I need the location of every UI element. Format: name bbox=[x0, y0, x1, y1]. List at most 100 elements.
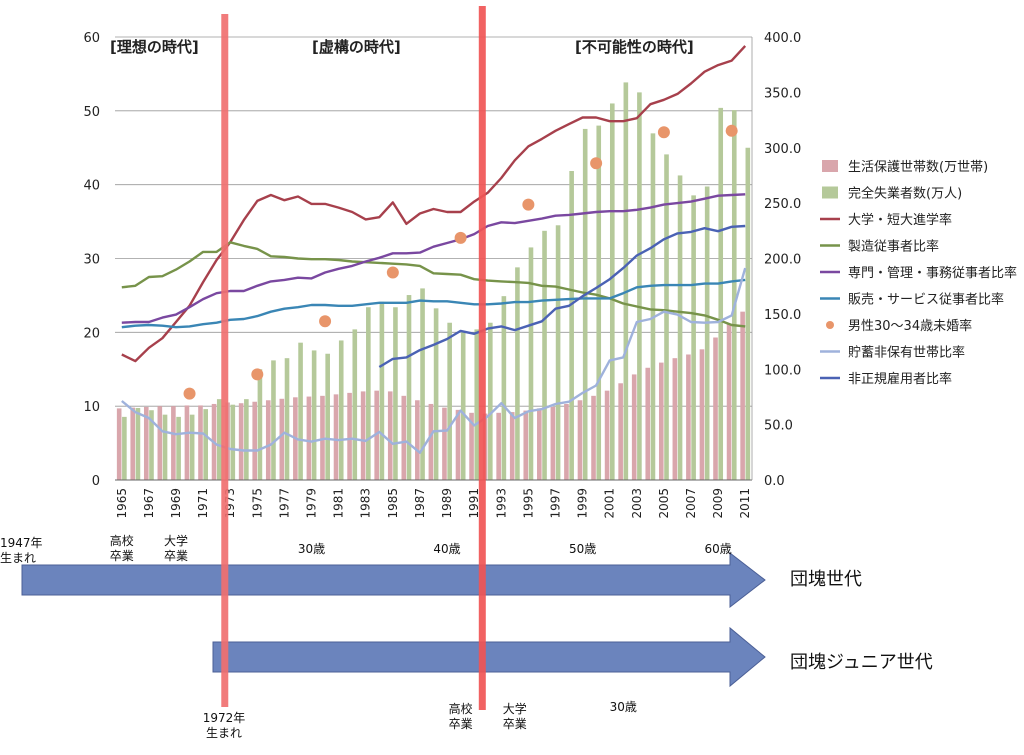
scatter-point bbox=[658, 126, 670, 138]
milestone-label-dankai: 高校 bbox=[110, 533, 134, 548]
x-tick-label: 1999 bbox=[576, 488, 590, 519]
scatter-point bbox=[455, 232, 467, 244]
milestone-label-junior: 卒業 bbox=[449, 717, 473, 731]
junior-arrow bbox=[213, 628, 765, 686]
y-left-tick-label: 40 bbox=[83, 179, 100, 194]
bar bbox=[496, 413, 501, 480]
bar bbox=[176, 417, 181, 480]
bar bbox=[307, 397, 312, 480]
era-label-fiction: [虚構の時代] bbox=[312, 38, 401, 56]
bar bbox=[380, 302, 385, 480]
bar bbox=[366, 307, 371, 480]
bar bbox=[537, 408, 542, 480]
birth-label-dankai: 1947年 bbox=[0, 536, 43, 550]
bar bbox=[442, 408, 447, 480]
y-right-tick-label: 300.0 bbox=[764, 142, 801, 157]
bar bbox=[632, 374, 637, 480]
legend-label: 生活保護世帯数(万世帯) bbox=[848, 159, 988, 175]
bar bbox=[312, 350, 317, 480]
bar bbox=[244, 399, 249, 480]
y-left-tick-label: 60 bbox=[83, 31, 100, 46]
x-tick-label: 2001 bbox=[603, 488, 617, 519]
milestone-labels: 1947年生まれ高校卒業大学卒業 30歳 40歳 50歳 60歳1972年生まれ高校卒業… bbox=[0, 533, 732, 740]
bar bbox=[415, 400, 420, 480]
bar bbox=[610, 103, 615, 480]
bar bbox=[713, 338, 718, 480]
bar bbox=[130, 408, 135, 480]
bar bbox=[746, 148, 751, 480]
milestone-label-junior: 卒業 bbox=[503, 717, 527, 731]
bar bbox=[461, 332, 466, 480]
bar bbox=[456, 410, 461, 480]
bar bbox=[252, 402, 257, 480]
bar bbox=[673, 358, 678, 480]
y-right-tick-label: 200.0 bbox=[764, 253, 801, 268]
bar bbox=[280, 399, 285, 480]
x-tick-label: 1971 bbox=[196, 488, 210, 519]
bar bbox=[583, 129, 588, 480]
bar bbox=[591, 396, 596, 480]
milestone-label-junior: 高校 bbox=[449, 701, 473, 716]
bar bbox=[407, 295, 412, 480]
era-label-ideal: [理想の時代] bbox=[110, 38, 199, 56]
bar bbox=[556, 225, 561, 480]
y-left-tick-label: 20 bbox=[83, 326, 100, 341]
x-tick-label: 1981 bbox=[332, 488, 346, 519]
y-right-tick-label: 150.0 bbox=[764, 308, 801, 323]
legend-label: 販売・サービス従事者比率 bbox=[848, 292, 1004, 308]
bar bbox=[339, 340, 344, 480]
y-right-tick-label: 350.0 bbox=[764, 86, 801, 101]
x-tick-label: 2007 bbox=[684, 488, 698, 519]
bar bbox=[651, 133, 656, 480]
bar bbox=[740, 312, 745, 480]
bar bbox=[727, 323, 732, 480]
scatter-point bbox=[184, 388, 196, 400]
x-tick-label: 1997 bbox=[548, 488, 562, 519]
bar bbox=[271, 360, 276, 480]
bar bbox=[596, 126, 601, 480]
y-left-tick-label: 0 bbox=[92, 474, 100, 489]
scatter-point bbox=[726, 125, 738, 137]
bar bbox=[510, 412, 515, 480]
bar bbox=[347, 393, 352, 480]
bar bbox=[285, 358, 290, 480]
bar bbox=[325, 354, 330, 480]
x-tick-label: 1983 bbox=[359, 488, 373, 519]
bar bbox=[564, 404, 569, 480]
bar bbox=[705, 187, 710, 480]
bar bbox=[361, 391, 366, 480]
scatter-point bbox=[319, 315, 331, 327]
bar bbox=[185, 405, 190, 480]
legend-label: 男性30～34歳未婚率 bbox=[848, 318, 972, 334]
dankai-label: 団塊世代 bbox=[790, 569, 862, 590]
bar bbox=[502, 296, 507, 480]
x-tick-label: 1985 bbox=[386, 488, 400, 519]
scatter-point bbox=[251, 368, 263, 380]
bar bbox=[198, 405, 203, 480]
bar bbox=[569, 171, 574, 480]
bar bbox=[515, 267, 520, 480]
legend-label: 大学・短大進学率 bbox=[848, 212, 952, 228]
y-right-tick-label: 400.0 bbox=[764, 31, 801, 46]
bar bbox=[700, 349, 705, 480]
bar bbox=[686, 354, 691, 480]
bar bbox=[678, 175, 683, 480]
legend-label: 製造従事者比率 bbox=[848, 239, 939, 255]
y-left-tick-label: 10 bbox=[83, 400, 100, 415]
bar bbox=[122, 417, 127, 480]
bar bbox=[429, 404, 434, 480]
bar bbox=[217, 399, 222, 480]
legend-label: 完全失業者数(万人) bbox=[848, 186, 962, 202]
era-labels: [理想の時代] [虚構の時代] [不可能性の時代] bbox=[110, 38, 694, 56]
bar bbox=[447, 323, 452, 480]
birth-label-junior: 1972年 bbox=[203, 711, 246, 725]
bar bbox=[136, 408, 141, 480]
milestone-label-junior: 30歳 bbox=[610, 700, 637, 714]
bar bbox=[334, 394, 339, 480]
bar bbox=[605, 391, 610, 480]
x-tick-label: 1995 bbox=[521, 488, 535, 519]
bar bbox=[231, 405, 236, 480]
bar bbox=[523, 411, 528, 480]
bar bbox=[434, 308, 439, 480]
x-tick-label: 2003 bbox=[630, 488, 644, 519]
